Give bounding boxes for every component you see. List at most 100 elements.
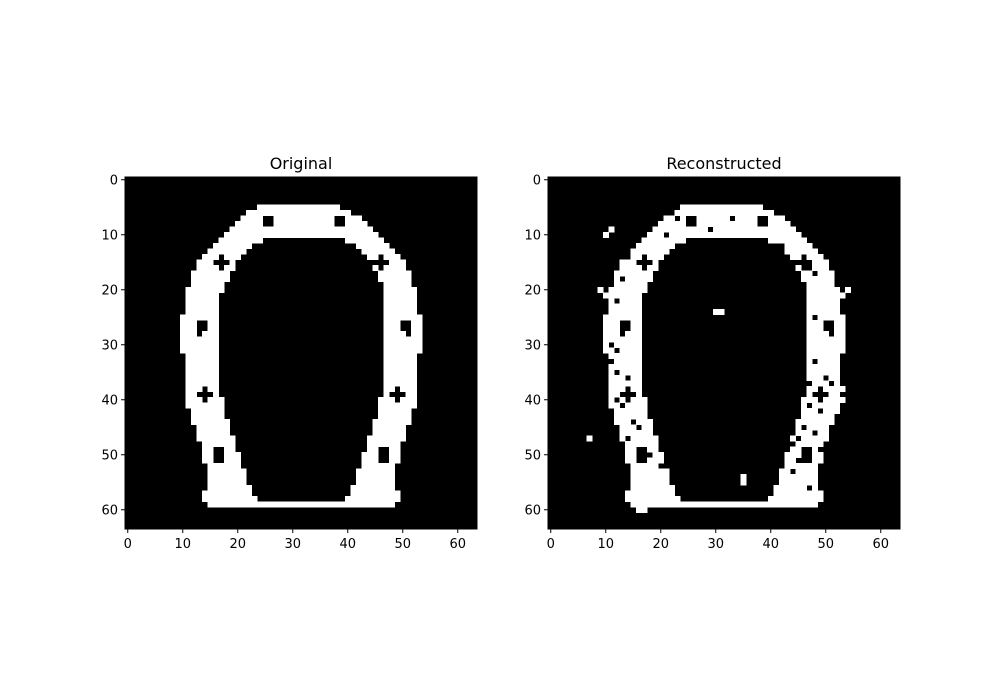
pixel <box>191 353 197 359</box>
pixel <box>663 479 670 486</box>
pixel <box>378 248 384 255</box>
pixel <box>185 380 192 387</box>
pixel <box>411 292 417 299</box>
pixel <box>806 254 813 260</box>
pixel <box>400 380 406 387</box>
pixel <box>251 232 258 238</box>
y-tick-label: 50 <box>524 448 541 463</box>
pixel <box>361 457 368 464</box>
pixel <box>834 287 840 293</box>
pixel <box>301 501 307 508</box>
pixel <box>619 314 626 321</box>
pixel <box>389 408 395 414</box>
pixel <box>806 358 813 365</box>
pixel <box>839 347 846 354</box>
pixel <box>229 435 236 442</box>
pixel <box>663 237 670 244</box>
pixel <box>647 441 653 447</box>
pixel <box>279 226 285 233</box>
pixel <box>641 237 648 244</box>
pixel <box>812 375 818 381</box>
pixel <box>345 237 351 244</box>
pixel <box>790 463 796 469</box>
pixel <box>356 490 362 497</box>
pixel <box>367 248 373 255</box>
pixel <box>608 309 615 315</box>
pixel <box>641 281 648 288</box>
pixel <box>229 490 236 497</box>
pixel <box>372 485 379 491</box>
pixel <box>213 430 219 436</box>
pixel <box>674 501 681 508</box>
pixel <box>812 496 818 502</box>
pixel <box>246 237 252 244</box>
pixel <box>663 474 670 480</box>
pixel <box>768 215 774 222</box>
pixel <box>608 375 615 381</box>
pixel <box>707 232 714 238</box>
pixel <box>790 457 796 464</box>
pixel <box>641 435 648 442</box>
pixel <box>372 232 379 238</box>
pixel <box>356 474 362 480</box>
pixel <box>817 413 824 420</box>
pixel <box>235 485 241 491</box>
pixel <box>817 342 824 348</box>
pixel <box>191 369 197 376</box>
pixel <box>636 369 642 376</box>
pixel <box>834 331 840 337</box>
pixel <box>636 331 642 337</box>
pixel <box>614 342 620 348</box>
pixel <box>680 237 686 244</box>
pixel <box>312 221 318 227</box>
pixel <box>411 336 417 343</box>
pixel <box>614 336 620 343</box>
pixel <box>213 496 219 502</box>
pixel <box>367 490 373 497</box>
pixel <box>213 314 219 321</box>
pixel <box>207 265 214 271</box>
pixel <box>647 265 653 271</box>
pixel <box>597 287 604 293</box>
pixel <box>334 204 340 211</box>
pixel <box>669 496 675 502</box>
pixel <box>817 270 824 277</box>
pixel <box>240 496 247 502</box>
pixel <box>669 501 675 508</box>
pixel <box>817 292 824 299</box>
pixel <box>801 248 807 255</box>
pixel <box>191 270 197 277</box>
pixel <box>196 430 203 436</box>
pixel <box>636 358 642 365</box>
pixel <box>828 287 835 293</box>
pixel <box>240 232 247 238</box>
pixel <box>630 336 637 343</box>
pixel <box>779 490 785 497</box>
pixel <box>372 243 379 249</box>
pixel <box>323 215 329 222</box>
pixel <box>630 292 637 299</box>
pixel <box>367 485 373 491</box>
pixel <box>389 336 395 343</box>
pixel <box>768 501 774 508</box>
pixel <box>196 347 203 354</box>
pixel <box>614 353 620 359</box>
pixel <box>740 204 747 211</box>
pixel <box>218 408 225 414</box>
pixel <box>823 265 829 271</box>
pixel <box>806 331 813 337</box>
pixel <box>213 353 219 359</box>
pixel <box>828 408 835 414</box>
pixel <box>806 490 813 497</box>
pixel <box>191 325 197 332</box>
pixel <box>290 210 296 216</box>
pixel <box>608 320 615 326</box>
pixel <box>290 232 296 238</box>
pixel <box>702 226 708 233</box>
pixel <box>806 496 813 502</box>
pixel <box>367 254 373 260</box>
pixel <box>839 325 846 332</box>
pixel <box>713 309 719 315</box>
pixel <box>636 276 642 282</box>
pixel <box>202 287 208 293</box>
